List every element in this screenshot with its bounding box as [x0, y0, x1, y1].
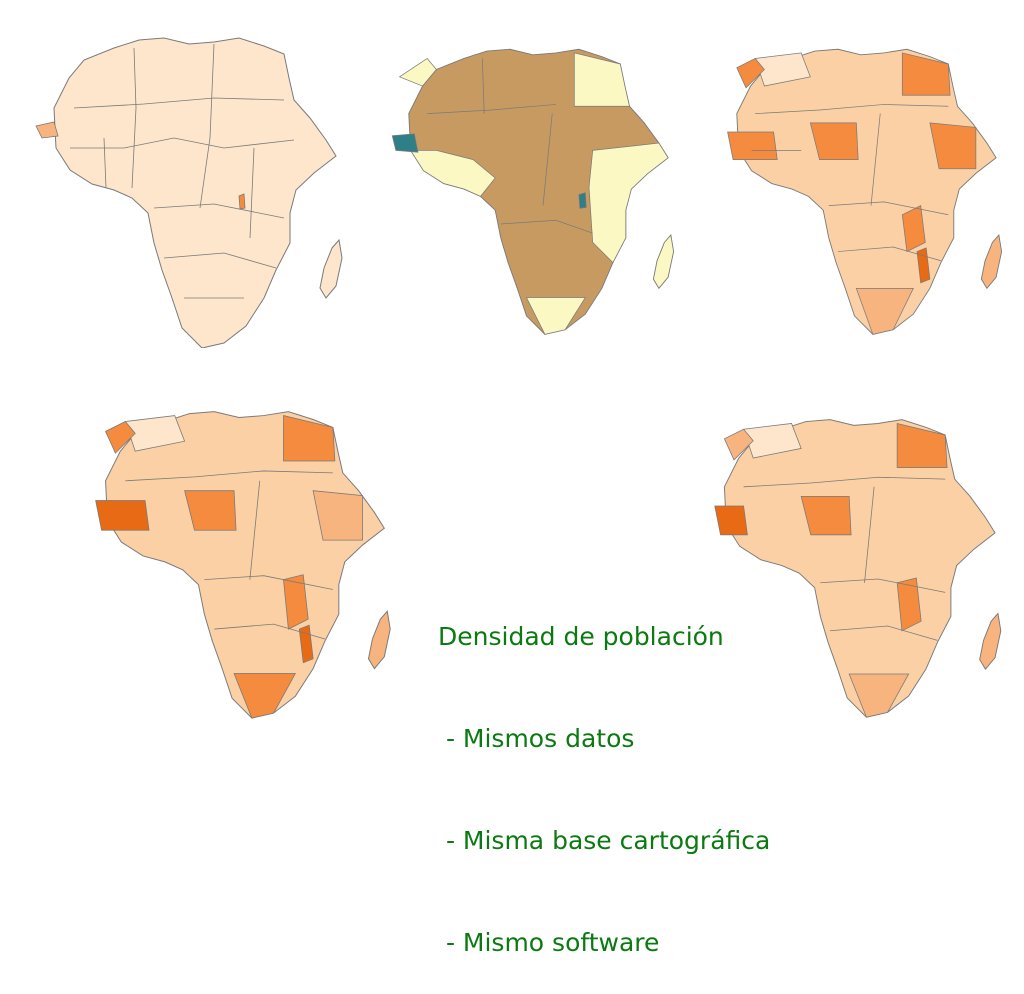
caption-item: - Mismos datos	[438, 724, 635, 753]
map-density-graduated-a	[700, 8, 1020, 348]
map-density-uniform	[14, 8, 362, 348]
map-density-three-class	[372, 8, 692, 348]
caption-item: - Misma base cartográfica	[438, 826, 771, 855]
caption-title: Densidad de población	[438, 622, 724, 651]
map-density-graduated-b	[66, 372, 410, 728]
caption: Densidad de población - Mismos datos - M…	[438, 552, 770, 994]
country-borders	[70, 43, 295, 299]
map-density-graduated-c	[686, 376, 1020, 732]
caption-item: - Mismo software	[438, 928, 660, 957]
